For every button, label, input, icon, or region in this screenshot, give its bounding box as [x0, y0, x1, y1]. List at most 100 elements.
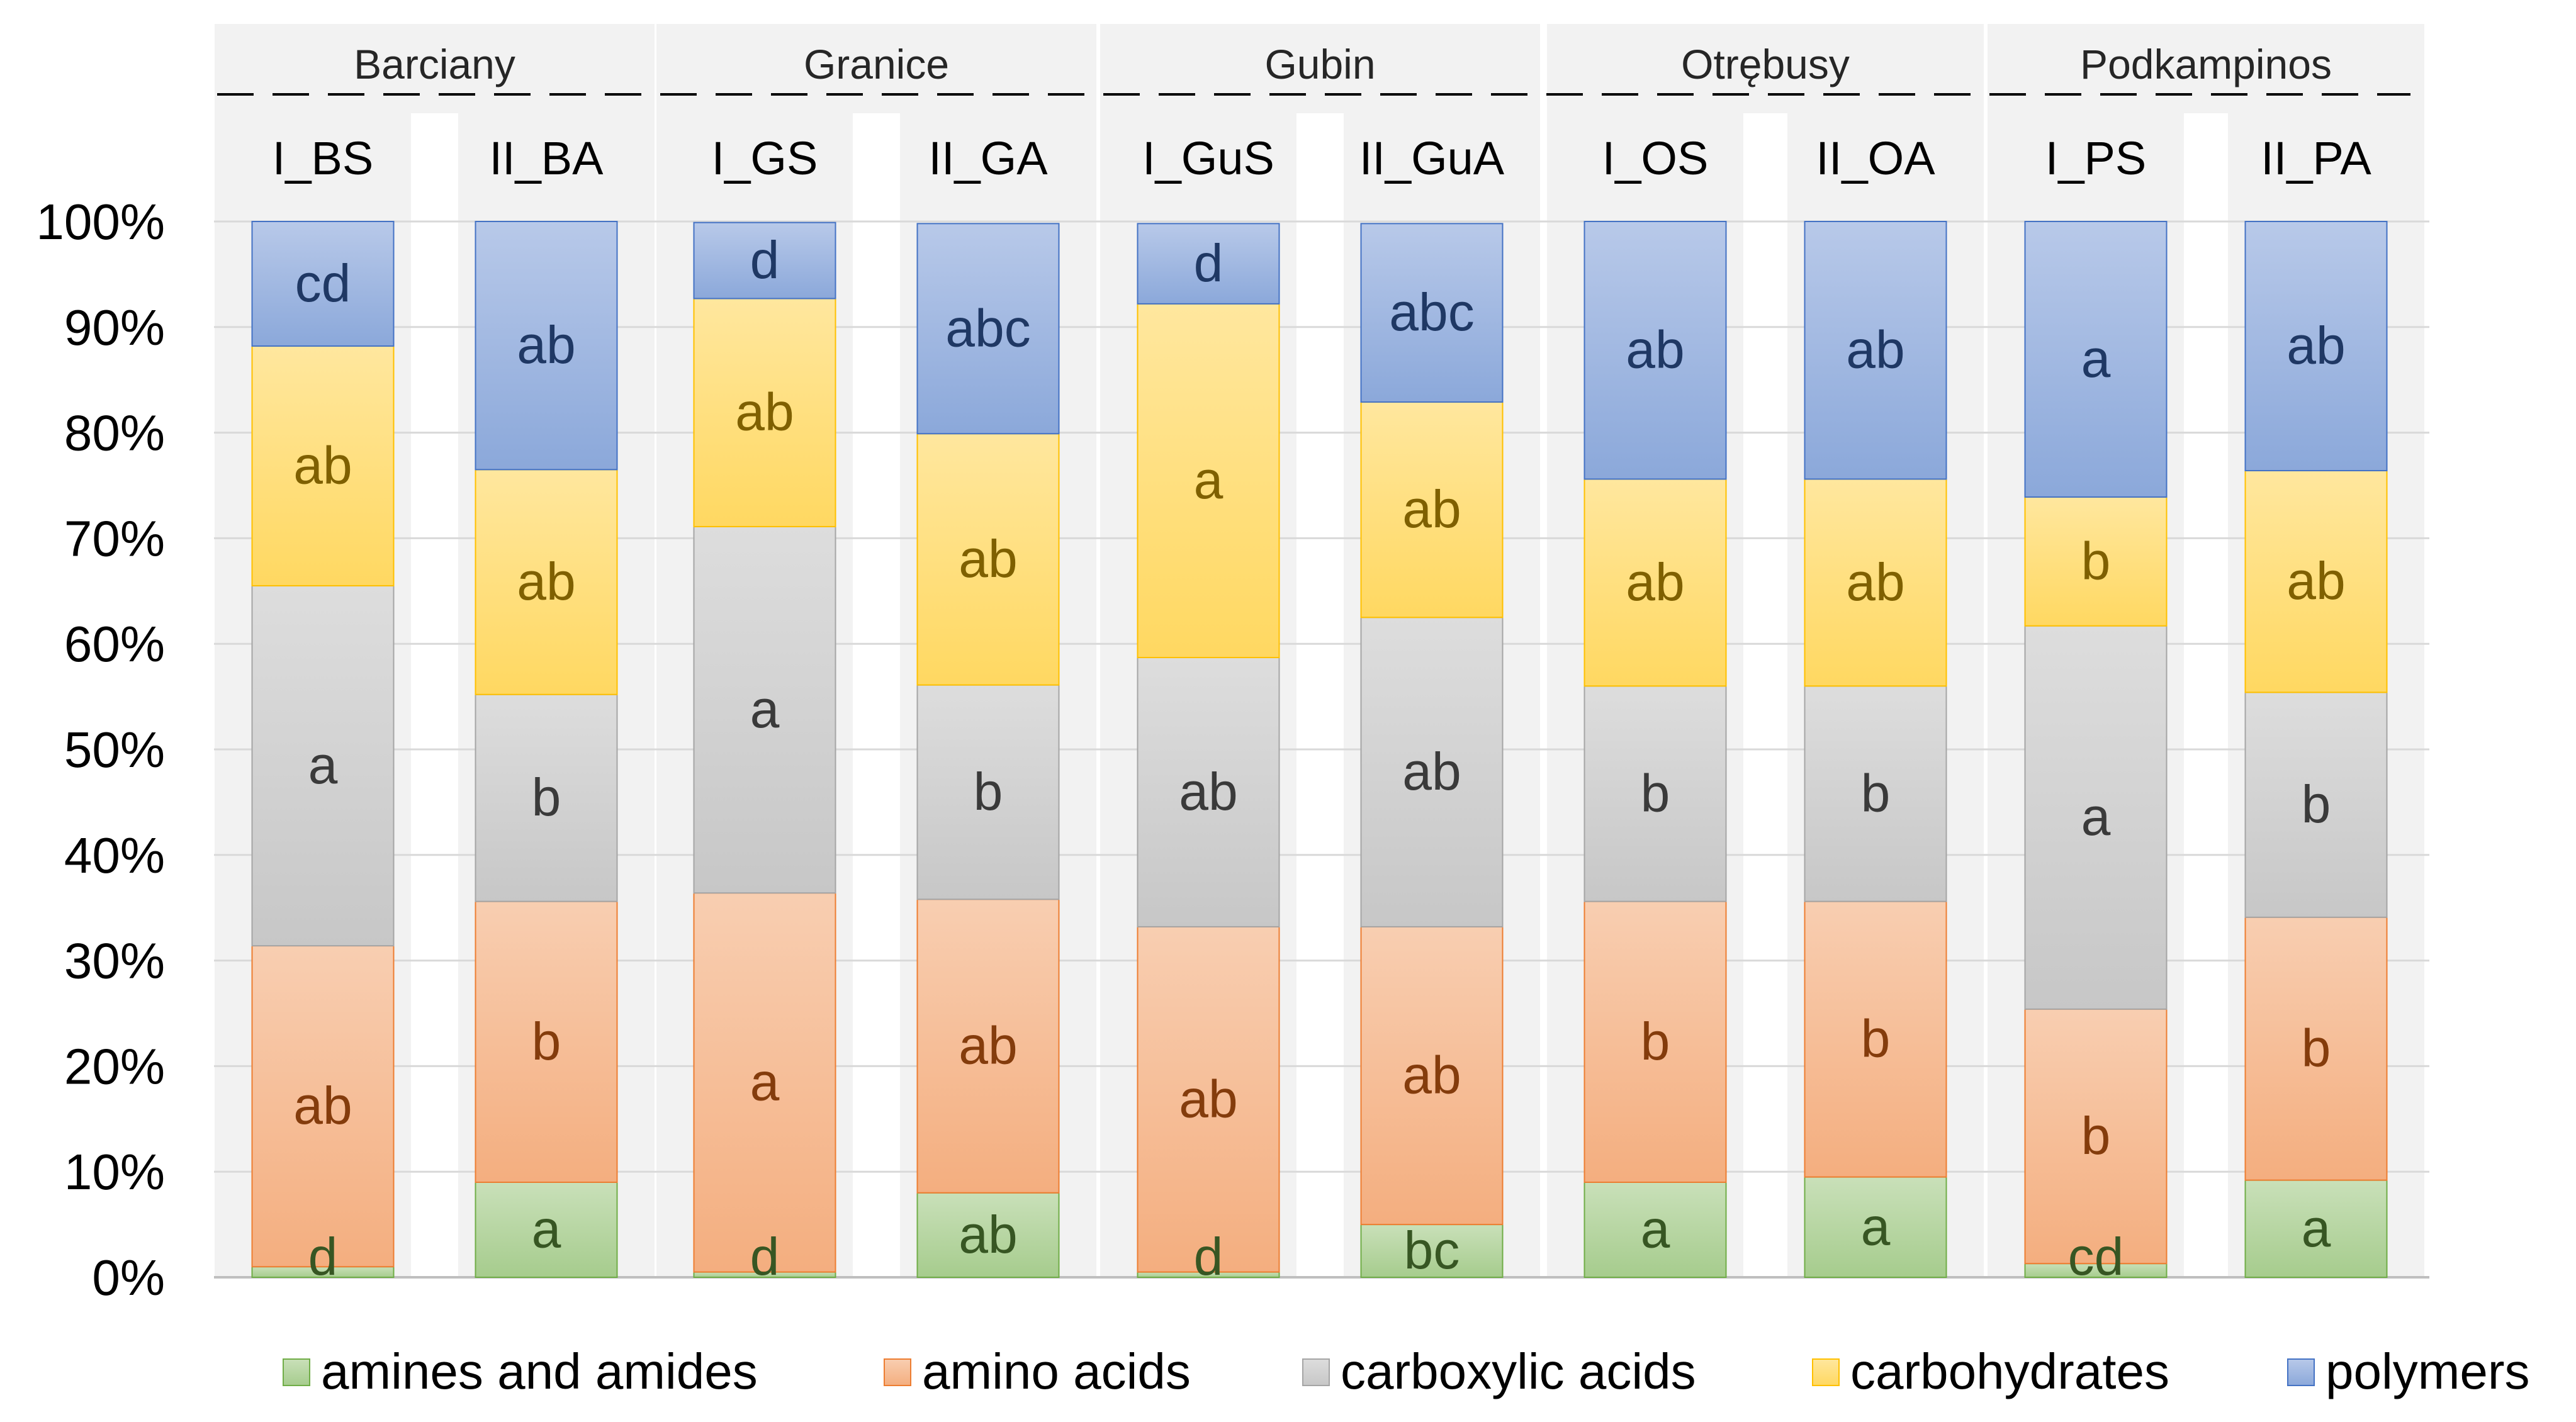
significance-letter: b [1641, 763, 1670, 822]
bar-segment-carbohydrates-i-gus [1137, 303, 1280, 659]
bar-segment-amino-acids-ii-gua [1360, 926, 1504, 1226]
legend-entry-amino-acids: amino acids [884, 1343, 1191, 1399]
bar-segment-carboxylic-acids-i-gs [693, 525, 836, 894]
bar-segment-polymers-i-ps [2024, 221, 2168, 498]
y-tick-label: 90% [64, 300, 165, 356]
significance-letter: cd [295, 254, 351, 313]
legend-swatch [283, 1358, 310, 1386]
significance-letter: ab [293, 1076, 352, 1135]
column-gap [1296, 113, 1344, 1277]
bar-segment-carbohydrates-ii-ba [475, 469, 618, 695]
significance-letter: b [1861, 763, 1891, 822]
bar-segment-carboxylic-acids-i-os [1583, 685, 1727, 902]
bar-segment-carbohydrates-i-gs [693, 298, 836, 527]
significance-letter: ab [2286, 551, 2345, 610]
significance-letter: ab [959, 529, 1017, 588]
significance-letter: b [974, 762, 1003, 821]
y-tick-label: 40% [64, 827, 165, 883]
significance-letter: a [750, 1052, 780, 1111]
significance-letter: ab [1846, 552, 1904, 612]
site-label: Podkampinos [2080, 41, 2332, 87]
bar-segment-amino-acids-ii-pa [2244, 916, 2388, 1181]
legend-entry-polymers: polymers [2287, 1343, 2530, 1399]
significance-letter: ab [517, 315, 575, 374]
category-label: II_GuA [1359, 132, 1505, 184]
column-gap [2184, 113, 2228, 1277]
significance-letter: ab [1626, 552, 1684, 612]
significance-letter: a [308, 736, 338, 795]
category-label: II_OA [1816, 132, 1935, 184]
bar-segment-amino-acids-i-ps [2024, 1008, 2168, 1265]
y-tick-label: 70% [64, 510, 165, 566]
bar-segment-polymers-i-bs [251, 221, 395, 347]
bar-segment-amines-and-amides-ii-pa [2244, 1179, 2388, 1279]
significance-letter: ab [517, 552, 575, 611]
bar-segment-amino-acids-i-bs [251, 945, 395, 1268]
significance-letter: d [308, 1227, 338, 1286]
bar-segment-polymers-ii-ga [916, 223, 1060, 435]
bar-segment-amino-acids-i-gs [693, 892, 836, 1273]
bar-segment-amines-and-amides-ii-gua [1360, 1224, 1504, 1278]
bar-segment-carboxylic-acids-ii-oa [1804, 685, 1947, 902]
significance-letter: ab [293, 435, 352, 495]
bar-segment-amines-and-amides-ii-oa [1804, 1176, 1947, 1278]
significance-letter: ab [1179, 1069, 1237, 1128]
significance-letter: b [2081, 1106, 2111, 1165]
significance-letter: a [2081, 329, 2111, 388]
site-label: Granice [804, 41, 949, 87]
category-label: II_BA [490, 132, 604, 184]
category-label: II_GA [928, 132, 1048, 184]
bar-segment-amines-and-amides-i-os [1583, 1181, 1727, 1278]
legend-entry-carboxylic-acids: carboxylic acids [1302, 1343, 1696, 1399]
bar-segment-polymers-i-gs [693, 221, 836, 300]
bar-segment-amino-acids-i-gus [1137, 926, 1280, 1273]
y-tick-label: 10% [64, 1144, 165, 1200]
legend-entry-carbohydrates: carbohydrates [1812, 1343, 2169, 1399]
significance-letter: ab [1402, 479, 1461, 539]
bar-segment-carbohydrates-i-ps [2024, 496, 2168, 627]
category-label: I_OS [1602, 132, 1709, 184]
significance-letter: d [750, 230, 780, 289]
significance-letter: a [1194, 451, 1223, 510]
y-tick-label: 20% [64, 1038, 165, 1094]
significance-letter: b [2081, 531, 2111, 590]
significance-letter: a [2302, 1199, 2331, 1258]
significance-letter: ab [1402, 742, 1461, 801]
bar-segment-carbohydrates-ii-oa [1804, 478, 1947, 687]
y-tick-label: 50% [64, 722, 165, 778]
y-tick-label: 60% [64, 616, 165, 672]
category-label: I_GS [712, 132, 818, 184]
significance-letter: d [1194, 1227, 1223, 1286]
significance-letter: a [532, 1199, 561, 1258]
significance-letter: b [532, 1012, 561, 1071]
y-tick-label: 80% [64, 405, 165, 461]
significance-letter: b [1641, 1012, 1670, 1071]
legend-entry-amines-and-amides: amines and amides [283, 1343, 758, 1399]
bar-segment-carbohydrates-i-os [1583, 478, 1727, 687]
bar-segment-polymers-i-os [1583, 221, 1727, 480]
category-label: I_PS [2045, 132, 2146, 184]
significance-letter: abc [945, 298, 1030, 357]
significance-letter: ab [1402, 1046, 1461, 1105]
legend-label: carbohydrates [1850, 1343, 2169, 1399]
site-label: Barciany [354, 41, 515, 87]
significance-letter: ab [959, 1205, 1017, 1264]
legend-label: amino acids [922, 1343, 1191, 1399]
bar-segment-amino-acids-ii-ga [916, 899, 1060, 1194]
significance-letter: ab [2286, 316, 2345, 375]
significance-letter: ab [1626, 320, 1684, 379]
significance-letter: b [2302, 1019, 2331, 1078]
bar-segment-amino-acids-ii-ba [475, 900, 618, 1183]
significance-letter: b [2302, 775, 2331, 834]
legend-label: polymers [2326, 1343, 2530, 1399]
site-label: Gubin [1264, 41, 1375, 87]
significance-letter: d [1194, 233, 1223, 293]
legend-label: amines and amides [321, 1343, 758, 1399]
significance-letter: d [750, 1227, 780, 1286]
category-label: I_GuS [1142, 132, 1274, 184]
significance-letter: ab [1846, 320, 1904, 379]
column-gap [411, 113, 458, 1277]
bar-segment-carbohydrates-ii-ga [916, 433, 1060, 686]
column-gap [1743, 113, 1787, 1277]
y-tick-label: 30% [64, 933, 165, 989]
